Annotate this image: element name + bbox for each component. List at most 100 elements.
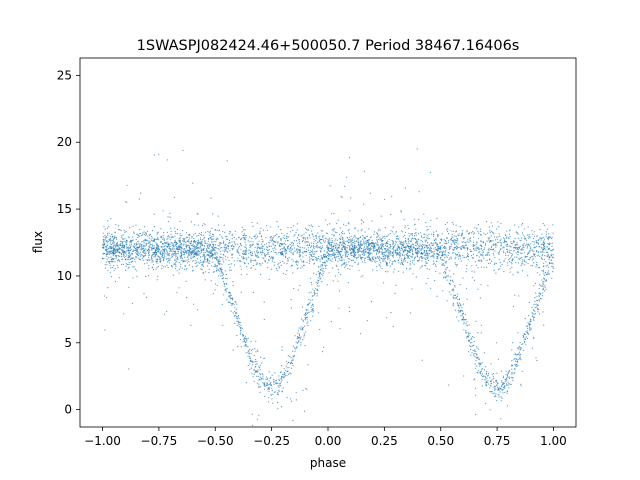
- data-point: [519, 345, 521, 347]
- data-point: [524, 264, 526, 266]
- data-point: [223, 277, 225, 279]
- data-point: [445, 255, 447, 257]
- data-point: [138, 235, 140, 237]
- data-point: [273, 381, 275, 383]
- data-point: [153, 248, 155, 250]
- data-point: [109, 240, 111, 242]
- data-point: [118, 229, 120, 231]
- data-point: [304, 316, 306, 319]
- data-point: [391, 252, 393, 254]
- data-point: [428, 268, 431, 270]
- data-point: [119, 229, 121, 231]
- data-point: [276, 269, 278, 271]
- data-point: [241, 226, 243, 229]
- data-point: [234, 322, 236, 324]
- data-point: [383, 254, 385, 256]
- data-point: [239, 265, 241, 267]
- data-point: [174, 241, 176, 243]
- data-point: [365, 242, 367, 244]
- data-point: [480, 363, 482, 365]
- data-point: [194, 253, 196, 255]
- data-point: [497, 268, 500, 270]
- data-point: [492, 248, 494, 250]
- data-point: [294, 348, 296, 350]
- data-point: [400, 247, 402, 250]
- data-point: [320, 247, 322, 249]
- data-point: [542, 244, 545, 247]
- data-point: [331, 213, 333, 215]
- data-point: [550, 249, 552, 251]
- data-point: [250, 260, 252, 262]
- data-point: [313, 247, 315, 249]
- data-point: [172, 253, 175, 255]
- data-point: [409, 262, 411, 264]
- data-point: [203, 237, 205, 239]
- data-point: [275, 251, 277, 254]
- data-point: [109, 246, 111, 248]
- data-point: [150, 246, 152, 248]
- data-point: [240, 243, 242, 245]
- data-point: [463, 247, 465, 249]
- data-point: [497, 358, 499, 360]
- data-point: [108, 250, 110, 252]
- data-point: [519, 245, 521, 247]
- data-point: [343, 240, 345, 242]
- data-point: [431, 244, 433, 246]
- data-point: [467, 331, 469, 333]
- data-point: [484, 243, 487, 245]
- data-point: [390, 312, 392, 314]
- data-point: [414, 244, 416, 246]
- data-point: [181, 267, 183, 269]
- data-point: [346, 247, 348, 249]
- data-point: [235, 244, 237, 246]
- data-point: [256, 375, 258, 377]
- data-point: [136, 242, 138, 244]
- data-point: [377, 244, 379, 246]
- data-point: [277, 241, 279, 243]
- data-point: [167, 235, 170, 237]
- data-point: [143, 247, 145, 249]
- data-point: [320, 269, 322, 271]
- data-point: [429, 249, 431, 251]
- data-point: [364, 261, 366, 264]
- data-point: [444, 257, 446, 259]
- data-point: [375, 242, 377, 244]
- data-point: [113, 238, 115, 240]
- data-point: [547, 270, 550, 272]
- data-point: [390, 250, 392, 252]
- data-point: [240, 245, 242, 247]
- data-point: [216, 259, 218, 261]
- data-point: [176, 270, 178, 272]
- data-point: [103, 258, 105, 260]
- data-point: [387, 252, 390, 254]
- data-point: [229, 250, 231, 252]
- data-point: [126, 246, 128, 248]
- data-point: [326, 284, 328, 286]
- data-point: [292, 229, 294, 231]
- data-point: [546, 251, 549, 253]
- data-point: [514, 353, 517, 355]
- data-point: [535, 303, 537, 305]
- data-point: [329, 185, 331, 187]
- data-point: [447, 228, 449, 230]
- data-point: [377, 256, 379, 258]
- data-point: [479, 365, 481, 367]
- data-point: [526, 255, 528, 258]
- data-point: [436, 249, 438, 251]
- data-point: [518, 258, 521, 260]
- data-point: [255, 255, 257, 257]
- data-point: [130, 241, 132, 243]
- data-point: [369, 244, 371, 246]
- data-point: [498, 253, 500, 255]
- data-point: [309, 254, 311, 256]
- data-point: [374, 261, 376, 263]
- data-point: [463, 321, 465, 323]
- data-point: [166, 249, 168, 251]
- data-point: [298, 338, 300, 340]
- data-point: [479, 259, 481, 261]
- data-point: [468, 339, 470, 341]
- data-point: [358, 247, 361, 249]
- data-point: [172, 254, 174, 256]
- data-point: [299, 334, 301, 336]
- data-point: [347, 230, 349, 232]
